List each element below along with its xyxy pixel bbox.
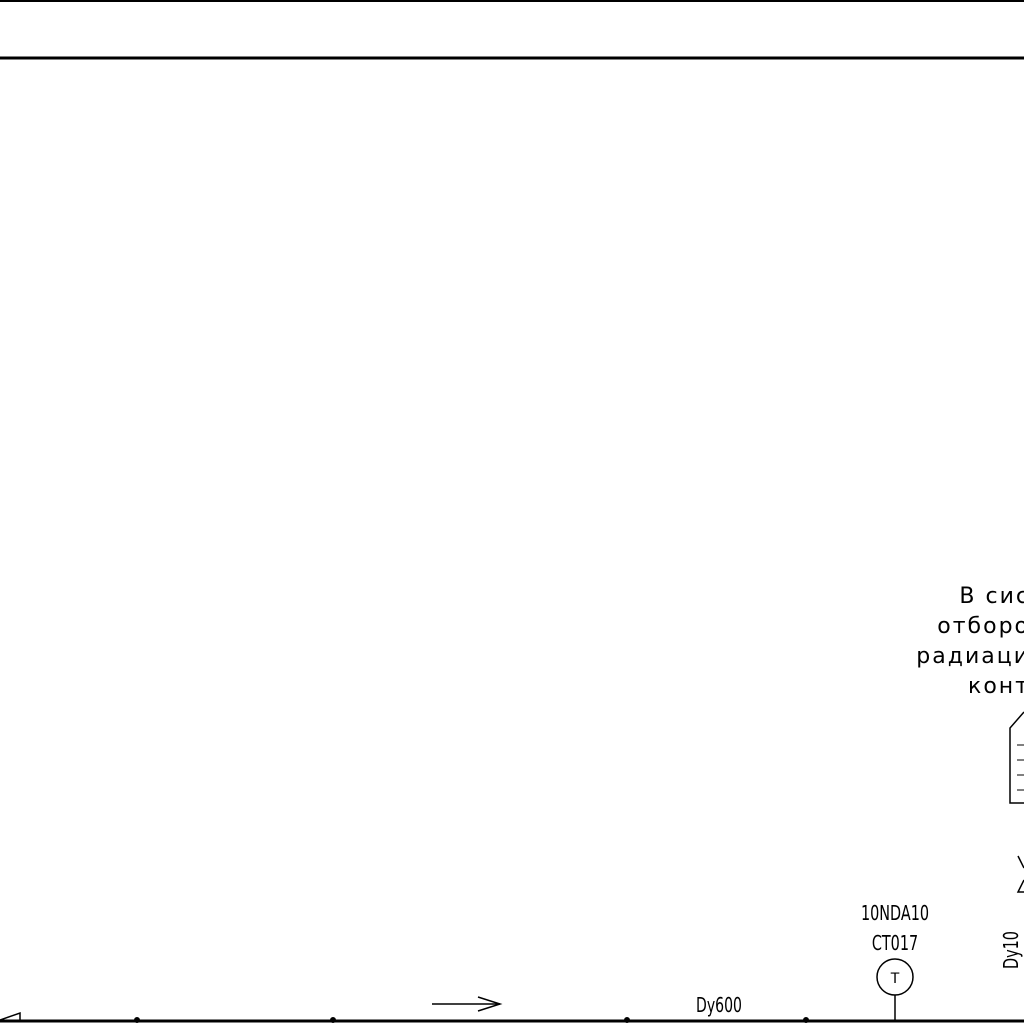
valve-icon (1016, 855, 1024, 893)
branch-size-label: Dy10 (1000, 931, 1023, 969)
instrument-tag-line2: CT017 (872, 932, 918, 955)
equipment-box (1009, 711, 1024, 804)
note-line-1: В сис (959, 584, 1024, 609)
instrument-symbol: T (890, 971, 900, 987)
pipe-size-label: Dy600 (696, 994, 742, 1017)
pipe-joint-dot (624, 1017, 630, 1023)
instrument-tag-line1: 10NDA10 (861, 902, 929, 925)
pipe-joint-dot (330, 1017, 336, 1023)
pipe-joint-dot (134, 1017, 140, 1023)
temperature-sensor-icon (876, 958, 914, 1020)
note-line-3: радиаци (916, 644, 1024, 669)
pipe-end-arrow-icon (0, 1011, 21, 1021)
note-line-2: отборо (937, 614, 1024, 639)
pipe-joint-dots (134, 1017, 809, 1023)
flow-arrow-icon (432, 996, 503, 1012)
note-line-4: конт (968, 674, 1024, 699)
pipe-joint-dot (803, 1017, 809, 1023)
